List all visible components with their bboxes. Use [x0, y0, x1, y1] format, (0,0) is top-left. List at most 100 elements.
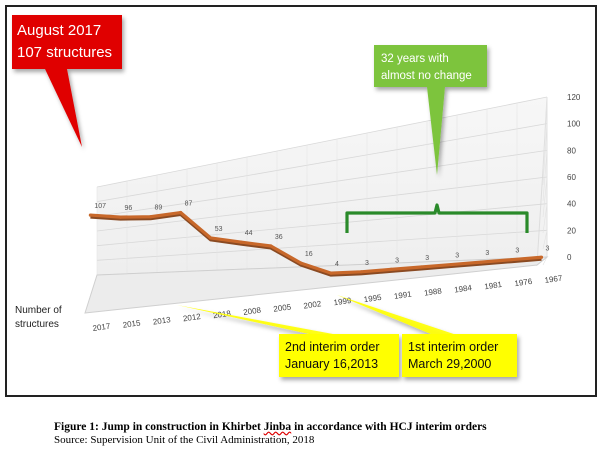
y-tick-label: 0: [567, 253, 572, 262]
callout-shape: [12, 15, 122, 147]
y-tick-label: 40: [567, 200, 576, 209]
gridline-side: [542, 230, 548, 250]
data-point: [179, 210, 183, 215]
data-point: [389, 267, 393, 271]
callout-line2: January 16,2013: [285, 357, 378, 371]
x-tick-label: 2002: [303, 299, 322, 310]
x-tick-label: 1981: [484, 280, 503, 291]
data-point: [329, 271, 333, 275]
data-point: [239, 240, 243, 244]
x-tick-label: 2012: [182, 312, 201, 323]
chart-grid: [96, 96, 548, 276]
figure-caption: Figure 1: Jump in construction in Khirbe…: [54, 421, 594, 447]
callout-pointer: [177, 305, 333, 334]
x-axis-ticks: 2017201520132012201820082005200219991995…: [92, 274, 563, 333]
callout-box: [279, 334, 399, 377]
data-label: 3: [365, 260, 369, 267]
data-point: [209, 236, 213, 240]
gridline-side: [542, 256, 548, 266]
data-label: 16: [305, 251, 313, 258]
callout-no-change: 32 years with almost no change: [374, 45, 487, 175]
gridline-side: [542, 123, 548, 186]
gridline-side: [542, 203, 548, 234]
y-axis-label-line2: structures: [15, 319, 59, 330]
back-wall: [97, 97, 547, 275]
callouts: August 2017 107 structures 32 years with al…: [12, 15, 529, 377]
data-label: 4: [335, 261, 339, 268]
x-tick-label: 2008: [243, 306, 262, 317]
gridline-h: [96, 149, 548, 217]
data-label: 89: [155, 205, 163, 212]
y-tick-label: 20: [567, 226, 576, 235]
data-point: [479, 260, 483, 264]
gridline-h: [96, 96, 548, 188]
x-tick-label: 1988: [423, 286, 442, 297]
data-point: [118, 215, 123, 219]
x-tick-label: 1976: [514, 277, 533, 288]
callout-shape: [374, 45, 487, 175]
callout-line1: 1st interim order: [408, 340, 498, 354]
caption-title: Figure 1: Jump in construction in Khirbe…: [54, 421, 594, 434]
data-point: [359, 270, 363, 274]
x-tick-label: 1984: [454, 283, 473, 294]
x-tick-label: 1967: [544, 274, 563, 285]
data-labels: 107 96 89 87 53 44 36 16 4 3 3 3 3 3 3 3: [94, 201, 549, 269]
floor-plane: [84, 256, 549, 314]
data-label: 3: [485, 250, 489, 257]
callout-line2: 107 structures: [17, 44, 112, 61]
y-axis-label-line1: Number of: [15, 305, 62, 316]
x-tick-label: 2005: [273, 302, 292, 313]
data-label: 3: [425, 255, 429, 262]
caption-title-suffix: in accordance with HCJ interim orders: [291, 421, 487, 433]
series-path: [90, 210, 542, 275]
data-label: 36: [275, 234, 283, 241]
data-point: [539, 255, 544, 259]
data-point: [299, 261, 303, 265]
data-label: 53: [215, 226, 223, 233]
x-tick-label: 1999: [333, 296, 352, 307]
gridline-side: [542, 96, 548, 170]
gridline-side: [542, 176, 548, 218]
callout-line1: 32 years with: [381, 53, 449, 65]
gridline-h: [96, 176, 548, 232]
chart-floor: [84, 256, 549, 314]
data-point: [419, 265, 423, 269]
x-tick-label: 1995: [363, 293, 382, 304]
y-tick-label: 60: [567, 173, 576, 182]
data-label: 96: [124, 205, 132, 212]
callout-line2: March 29,2000: [408, 357, 491, 371]
y-tick-label: 120: [567, 93, 581, 102]
data-label: 3: [546, 245, 550, 252]
x-tick-label: 1991: [393, 290, 412, 301]
callout-line1: 2nd interim order: [285, 340, 380, 354]
data-point: [509, 258, 514, 262]
y-axis-ticks: 0 20 40 60 80 100 120: [567, 93, 581, 262]
data-point: [88, 213, 92, 217]
caption-source: Source: Supervision Unit of the Civil Ad…: [54, 434, 315, 446]
gridline-h: [96, 203, 548, 247]
chart-walls: [97, 96, 548, 275]
data-label: 44: [245, 230, 253, 237]
data-point: [269, 244, 273, 248]
y-tick-label: 100: [567, 120, 581, 129]
data-point: [148, 215, 153, 219]
data-label: 3: [515, 248, 519, 255]
x-tick-label: 2017: [92, 322, 111, 333]
gridline-side: [542, 150, 548, 202]
data-label: 107: [94, 203, 106, 210]
gridline-h: [96, 123, 548, 203]
callout-order-2: 2nd interim order January 16,2013: [177, 305, 399, 377]
data-label: 87: [185, 201, 193, 208]
data-label: 3: [455, 253, 459, 260]
brace-bracket: [345, 203, 529, 233]
series-line: [88, 210, 544, 277]
x-tick-label: 2015: [122, 318, 141, 329]
x-tick-label: 2013: [152, 315, 171, 326]
gridline-h: [96, 229, 548, 261]
callout-pointer: [337, 295, 454, 334]
caption-title-place: Jinba: [263, 421, 292, 433]
data-label: 3: [395, 257, 399, 264]
callout-line1: August 2017: [17, 22, 101, 39]
